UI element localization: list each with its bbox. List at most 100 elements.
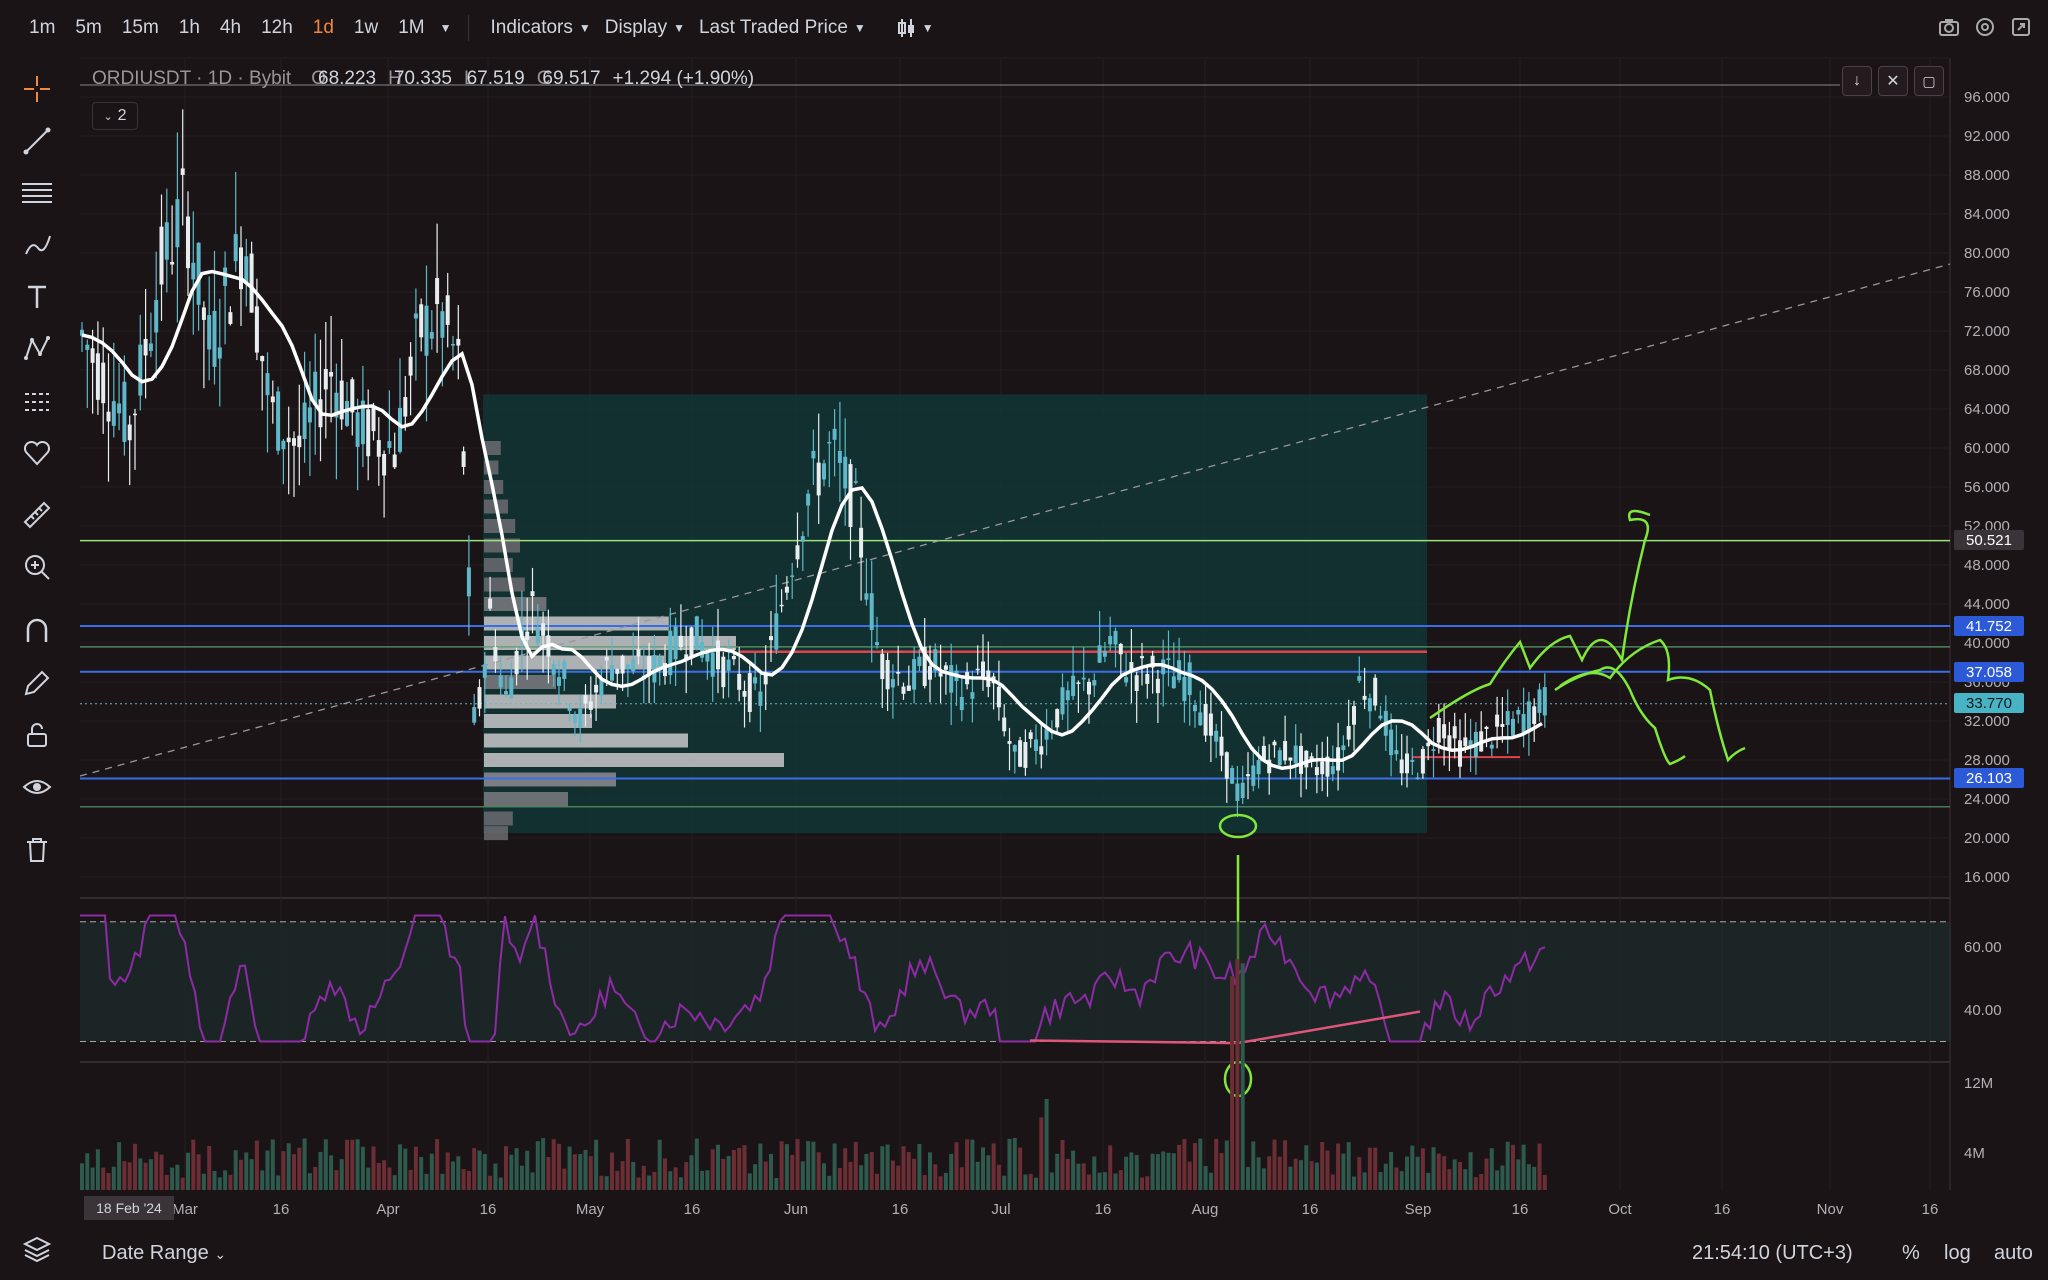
- crosshair-tool[interactable]: [18, 70, 56, 108]
- candle-body: [705, 651, 710, 662]
- projection-drawing-up: [1429, 509, 1651, 720]
- candle-body: [890, 679, 895, 688]
- auto-scale-button[interactable]: auto: [1994, 1242, 2033, 1264]
- symbol-label[interactable]: ORDIUSDT · 1D · Bybit: [92, 68, 292, 89]
- visibility-tool[interactable]: [18, 768, 56, 806]
- timeframe-15m[interactable]: 15m: [121, 17, 159, 38]
- candle-body: [413, 313, 418, 319]
- candle-body: [122, 381, 127, 442]
- magnet-tool[interactable]: [18, 612, 56, 650]
- log-scale-button[interactable]: log: [1944, 1242, 1971, 1264]
- candle-body: [366, 409, 371, 457]
- display-button[interactable]: Display ▼: [604, 17, 685, 38]
- candle-body: [1071, 675, 1076, 697]
- date-range-button[interactable]: Date Range ⌄: [102, 1242, 227, 1264]
- volume-bar: [1012, 1138, 1017, 1190]
- chart-type-button[interactable]: ▼: [896, 17, 934, 39]
- candle-body: [1002, 717, 1007, 732]
- prediction-tool[interactable]: [18, 382, 56, 420]
- volume-bar: [1505, 1141, 1510, 1190]
- volume-bar: [1219, 1153, 1224, 1190]
- lock-tool[interactable]: [18, 716, 56, 754]
- candle-body: [1325, 756, 1330, 777]
- candle-body: [1304, 750, 1309, 768]
- volume-bar: [769, 1153, 773, 1190]
- timeframe-1M[interactable]: 1M: [398, 17, 425, 38]
- indicator-toggle[interactable]: ⌄ 2: [92, 102, 138, 130]
- maximize-pane-button[interactable]: ▢: [1914, 66, 1944, 96]
- candle-body: [747, 673, 752, 712]
- rsi-divergence-line: [1237, 1010, 1421, 1045]
- draw-mode-tool[interactable]: [18, 664, 56, 702]
- indicators-button[interactable]: Indicators ▼: [490, 17, 591, 38]
- high-label: H: [388, 68, 402, 89]
- candle-body: [376, 440, 381, 457]
- settings-icon[interactable]: [1974, 16, 1996, 38]
- volume-bar: [827, 1175, 832, 1190]
- ruler-tool[interactable]: [18, 496, 56, 534]
- layers-icon[interactable]: [22, 1234, 52, 1264]
- candle-body: [154, 300, 159, 333]
- scroll-down-button[interactable]: ↓: [1842, 66, 1872, 96]
- time-tick-label: Oct: [1608, 1201, 1632, 1218]
- timeframe-4h[interactable]: 4h: [219, 17, 242, 38]
- rsi-band: [80, 921, 1950, 1042]
- timeframe-group: 1m 5m 15m 1h 4h 12h 1d 1w 1M: [0, 13, 428, 43]
- volume-bar: [721, 1158, 726, 1190]
- volume-bar: [1092, 1156, 1097, 1190]
- timeframe-1h[interactable]: 1h: [178, 17, 200, 38]
- candle-body: [1203, 703, 1208, 736]
- timeframe-12h[interactable]: 12h: [261, 17, 293, 38]
- volume-profile-bar: [484, 753, 784, 767]
- brush-tool[interactable]: [18, 226, 56, 264]
- clock-label[interactable]: 21:54:10 (UTC+3): [1692, 1242, 1853, 1264]
- volume-bar: [1373, 1147, 1378, 1190]
- volume-bar: [668, 1171, 673, 1190]
- candle-body: [1489, 744, 1494, 749]
- fib-tool[interactable]: [18, 174, 56, 212]
- candle-body: [1389, 729, 1394, 756]
- percent-scale-button[interactable]: %: [1902, 1242, 1920, 1264]
- candle-body: [530, 591, 535, 597]
- price-tick-label: 20.000: [1964, 830, 2010, 847]
- candle-body: [435, 278, 440, 305]
- timeframe-1m[interactable]: 1m: [29, 17, 56, 38]
- text-tool[interactable]: [18, 278, 56, 316]
- candle-body: [1341, 745, 1346, 751]
- zoom-tool[interactable]: [18, 548, 56, 586]
- timeframe-5m[interactable]: 5m: [75, 17, 102, 38]
- timeframe-dropdown-icon[interactable]: ▼: [439, 21, 452, 35]
- candle-body: [217, 347, 222, 359]
- price-source-button[interactable]: Last Traded Price ▼: [698, 17, 866, 38]
- candle-body: [1394, 750, 1399, 755]
- candle-body: [562, 661, 567, 679]
- volume-bar: [753, 1164, 758, 1190]
- trend-line-tool[interactable]: [18, 122, 56, 160]
- delete-tool[interactable]: [18, 830, 56, 868]
- candle-body: [753, 677, 758, 684]
- candle-body: [1431, 749, 1436, 751]
- pattern-tool[interactable]: [18, 330, 56, 368]
- candle-body: [572, 714, 577, 723]
- volume-bar: [747, 1173, 752, 1190]
- volume-bar: [1293, 1158, 1298, 1190]
- candles-icon: [897, 19, 914, 37]
- fullscreen-icon[interactable]: [2010, 16, 2032, 38]
- candle-body: [885, 660, 890, 690]
- volume-bar: [1389, 1151, 1394, 1190]
- candle-body: [1087, 681, 1091, 695]
- candle-body: [1378, 715, 1383, 719]
- camera-icon[interactable]: [1938, 16, 1960, 38]
- time-tick-label: Apr: [376, 1201, 399, 1218]
- favorites-tool[interactable]: [18, 434, 56, 472]
- candle-body: [451, 344, 455, 346]
- candle-body: [1526, 701, 1531, 733]
- timeframe-1d[interactable]: 1d: [312, 17, 334, 38]
- volume-bar: [482, 1154, 487, 1190]
- price-tick-label: 40.000: [1964, 635, 2010, 652]
- candle-body: [700, 641, 705, 658]
- volume-bar: [1272, 1139, 1277, 1190]
- timeframe-1w[interactable]: 1w: [353, 17, 379, 38]
- collapse-button[interactable]: ✕: [1878, 66, 1908, 96]
